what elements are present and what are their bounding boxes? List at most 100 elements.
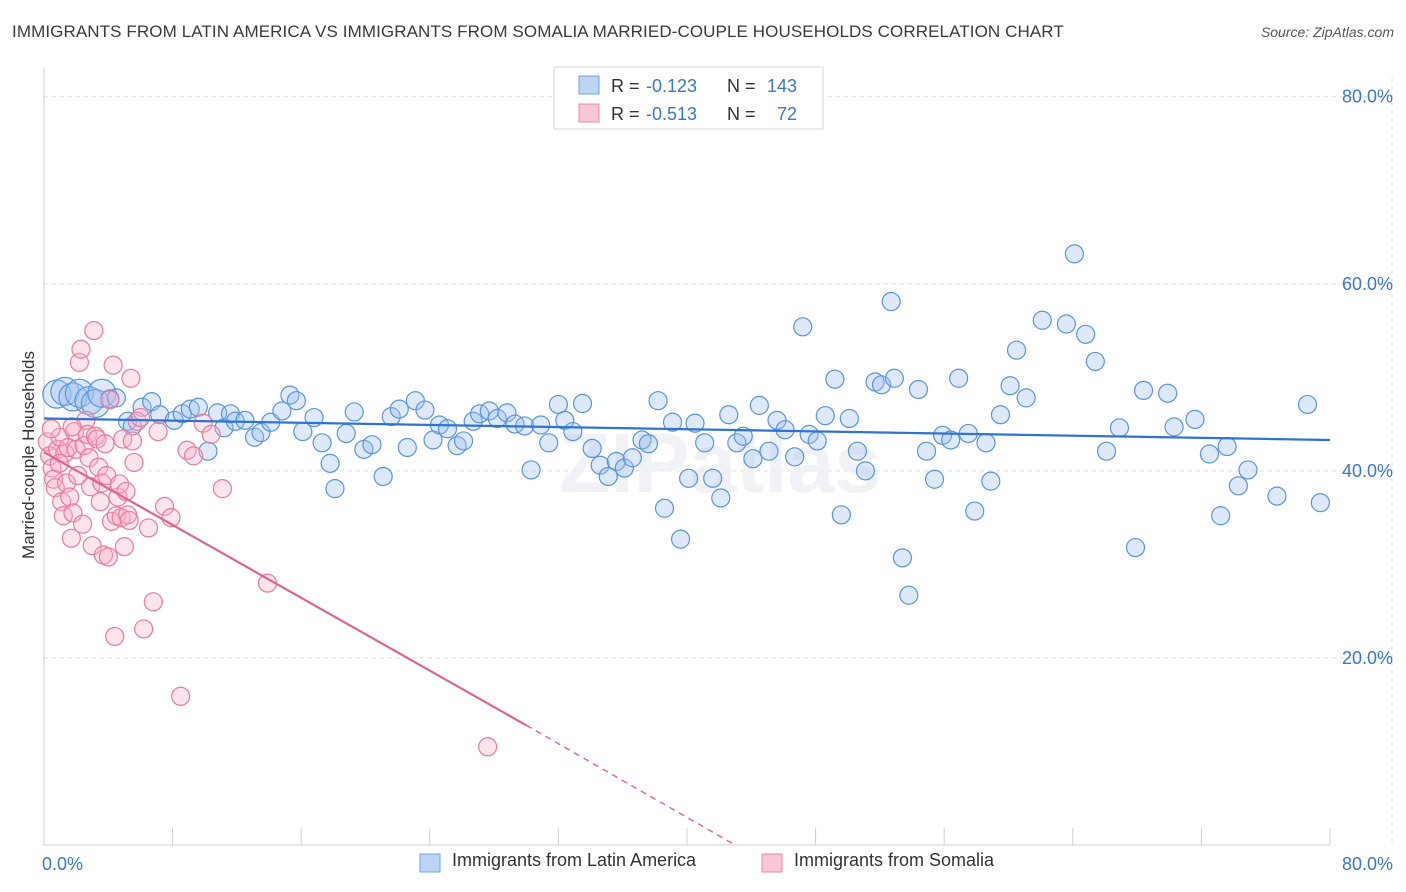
legend-swatch-blue [578,75,600,95]
latin-america-point [899,585,919,605]
somalia-point [193,413,213,433]
somalia-point [84,320,104,341]
latin-america-point [1164,417,1184,437]
latin-america-point [981,471,1001,491]
somalia-point [45,478,65,498]
latin-america-point [1125,537,1146,558]
latin-america-point [614,458,634,478]
latin-america-point [799,424,819,444]
latin-america-point [924,469,945,489]
latin-america-point [1238,460,1258,480]
latin-america-point [487,408,507,429]
latin-america-point [437,419,458,439]
axes [43,68,1331,846]
latin-america-point [703,468,723,488]
somalia-point [41,419,61,439]
somalia-point [72,514,93,534]
somalia-point [100,390,120,410]
latin-america-point [695,433,715,453]
latin-america-point [733,426,753,446]
latin-america-point [572,393,593,414]
somalia-point [56,473,77,493]
somalia-point [113,429,133,449]
latin-america-point [1016,388,1036,408]
somalia-point [60,487,80,507]
latin-america-point [1297,394,1318,415]
latin-america-point [749,395,769,415]
latin-america-point [881,291,901,312]
bottom-legend-swatch-pink [761,853,783,873]
latin-america-point [344,402,364,422]
y-axis-label: Married-couple Households [19,351,38,559]
legend-n-label-2: N = [727,104,756,124]
legend-swatch-pink [578,103,600,123]
latin-america-point [1032,310,1052,330]
somalia-point [122,431,143,451]
latin-america-point [908,379,929,400]
somalia-point [134,619,154,639]
legend-n-label-1: N = [727,76,756,96]
latin-america-point [638,434,659,454]
latin-america-point [1109,418,1130,438]
grid-lines [44,78,1393,845]
latin-america-point [855,461,876,481]
somalia-point [61,528,81,548]
chart-title: IMMIGRANTS FROM LATIN AMERICA VS IMMIGRA… [12,22,1064,41]
somalia-point [119,510,139,531]
somalia-point [105,626,125,647]
y-tick-label: 20.0% [1342,648,1393,668]
latin-america-point [1158,383,1178,403]
somalia-point [478,737,498,757]
legend-r-value-1: -0.123 [646,76,697,96]
bottom-legend-label-blue: Immigrants from Latin America [452,850,697,870]
somalia-point [183,446,204,466]
latin-america-point [941,430,961,450]
series-latin-america [42,244,1330,605]
somalia-point [77,424,98,444]
somalia-point [95,434,115,454]
latin-america-point [815,406,835,426]
latin-america-point [1228,476,1248,496]
somalia-point [103,355,123,375]
latin-america-point [1133,380,1154,401]
latin-america-point [251,422,271,443]
latin-america-point [539,433,559,453]
somalia-point [109,474,130,494]
latin-america-point [807,431,827,451]
somalia-point [82,536,102,556]
latin-america-point [362,435,382,455]
latin-america-point [1217,436,1237,457]
somalia-point [171,686,191,706]
trend-lines [43,417,1331,846]
latin-america-point [662,412,683,432]
somalia-point [114,537,134,557]
latin-america-point [949,368,969,388]
somalia-point [55,443,75,463]
legend-n-value-1: 143 [767,76,797,96]
trend-line-latin-america [43,417,1331,442]
latin-america-point [916,441,937,461]
bottom-legend-swatch-blue [419,853,441,873]
y-tick-label: 40.0% [1342,461,1393,481]
somalia-point [130,407,151,428]
latin-america-point [839,408,859,429]
somalia-point [62,417,82,437]
somalia-point [143,592,163,612]
latin-america-point [325,479,345,499]
latin-america-point [622,448,642,468]
latin-america-point [497,403,517,423]
somalia-point [212,479,233,499]
latin-america-point [381,407,401,427]
latin-america-point [825,369,845,389]
latin-america-point [1000,376,1020,396]
latin-america-point [373,466,393,487]
latin-america-point [1211,506,1231,526]
latin-america-point [793,317,813,337]
somalia-point [121,368,141,388]
somalia-point [138,518,159,538]
latin-america-point [670,529,691,549]
y-tick-labels: 20.0% 40.0% 60.0% 80.0% [1342,87,1393,668]
legend-r-value-2: -0.513 [646,104,697,124]
latin-america-point [892,548,913,568]
